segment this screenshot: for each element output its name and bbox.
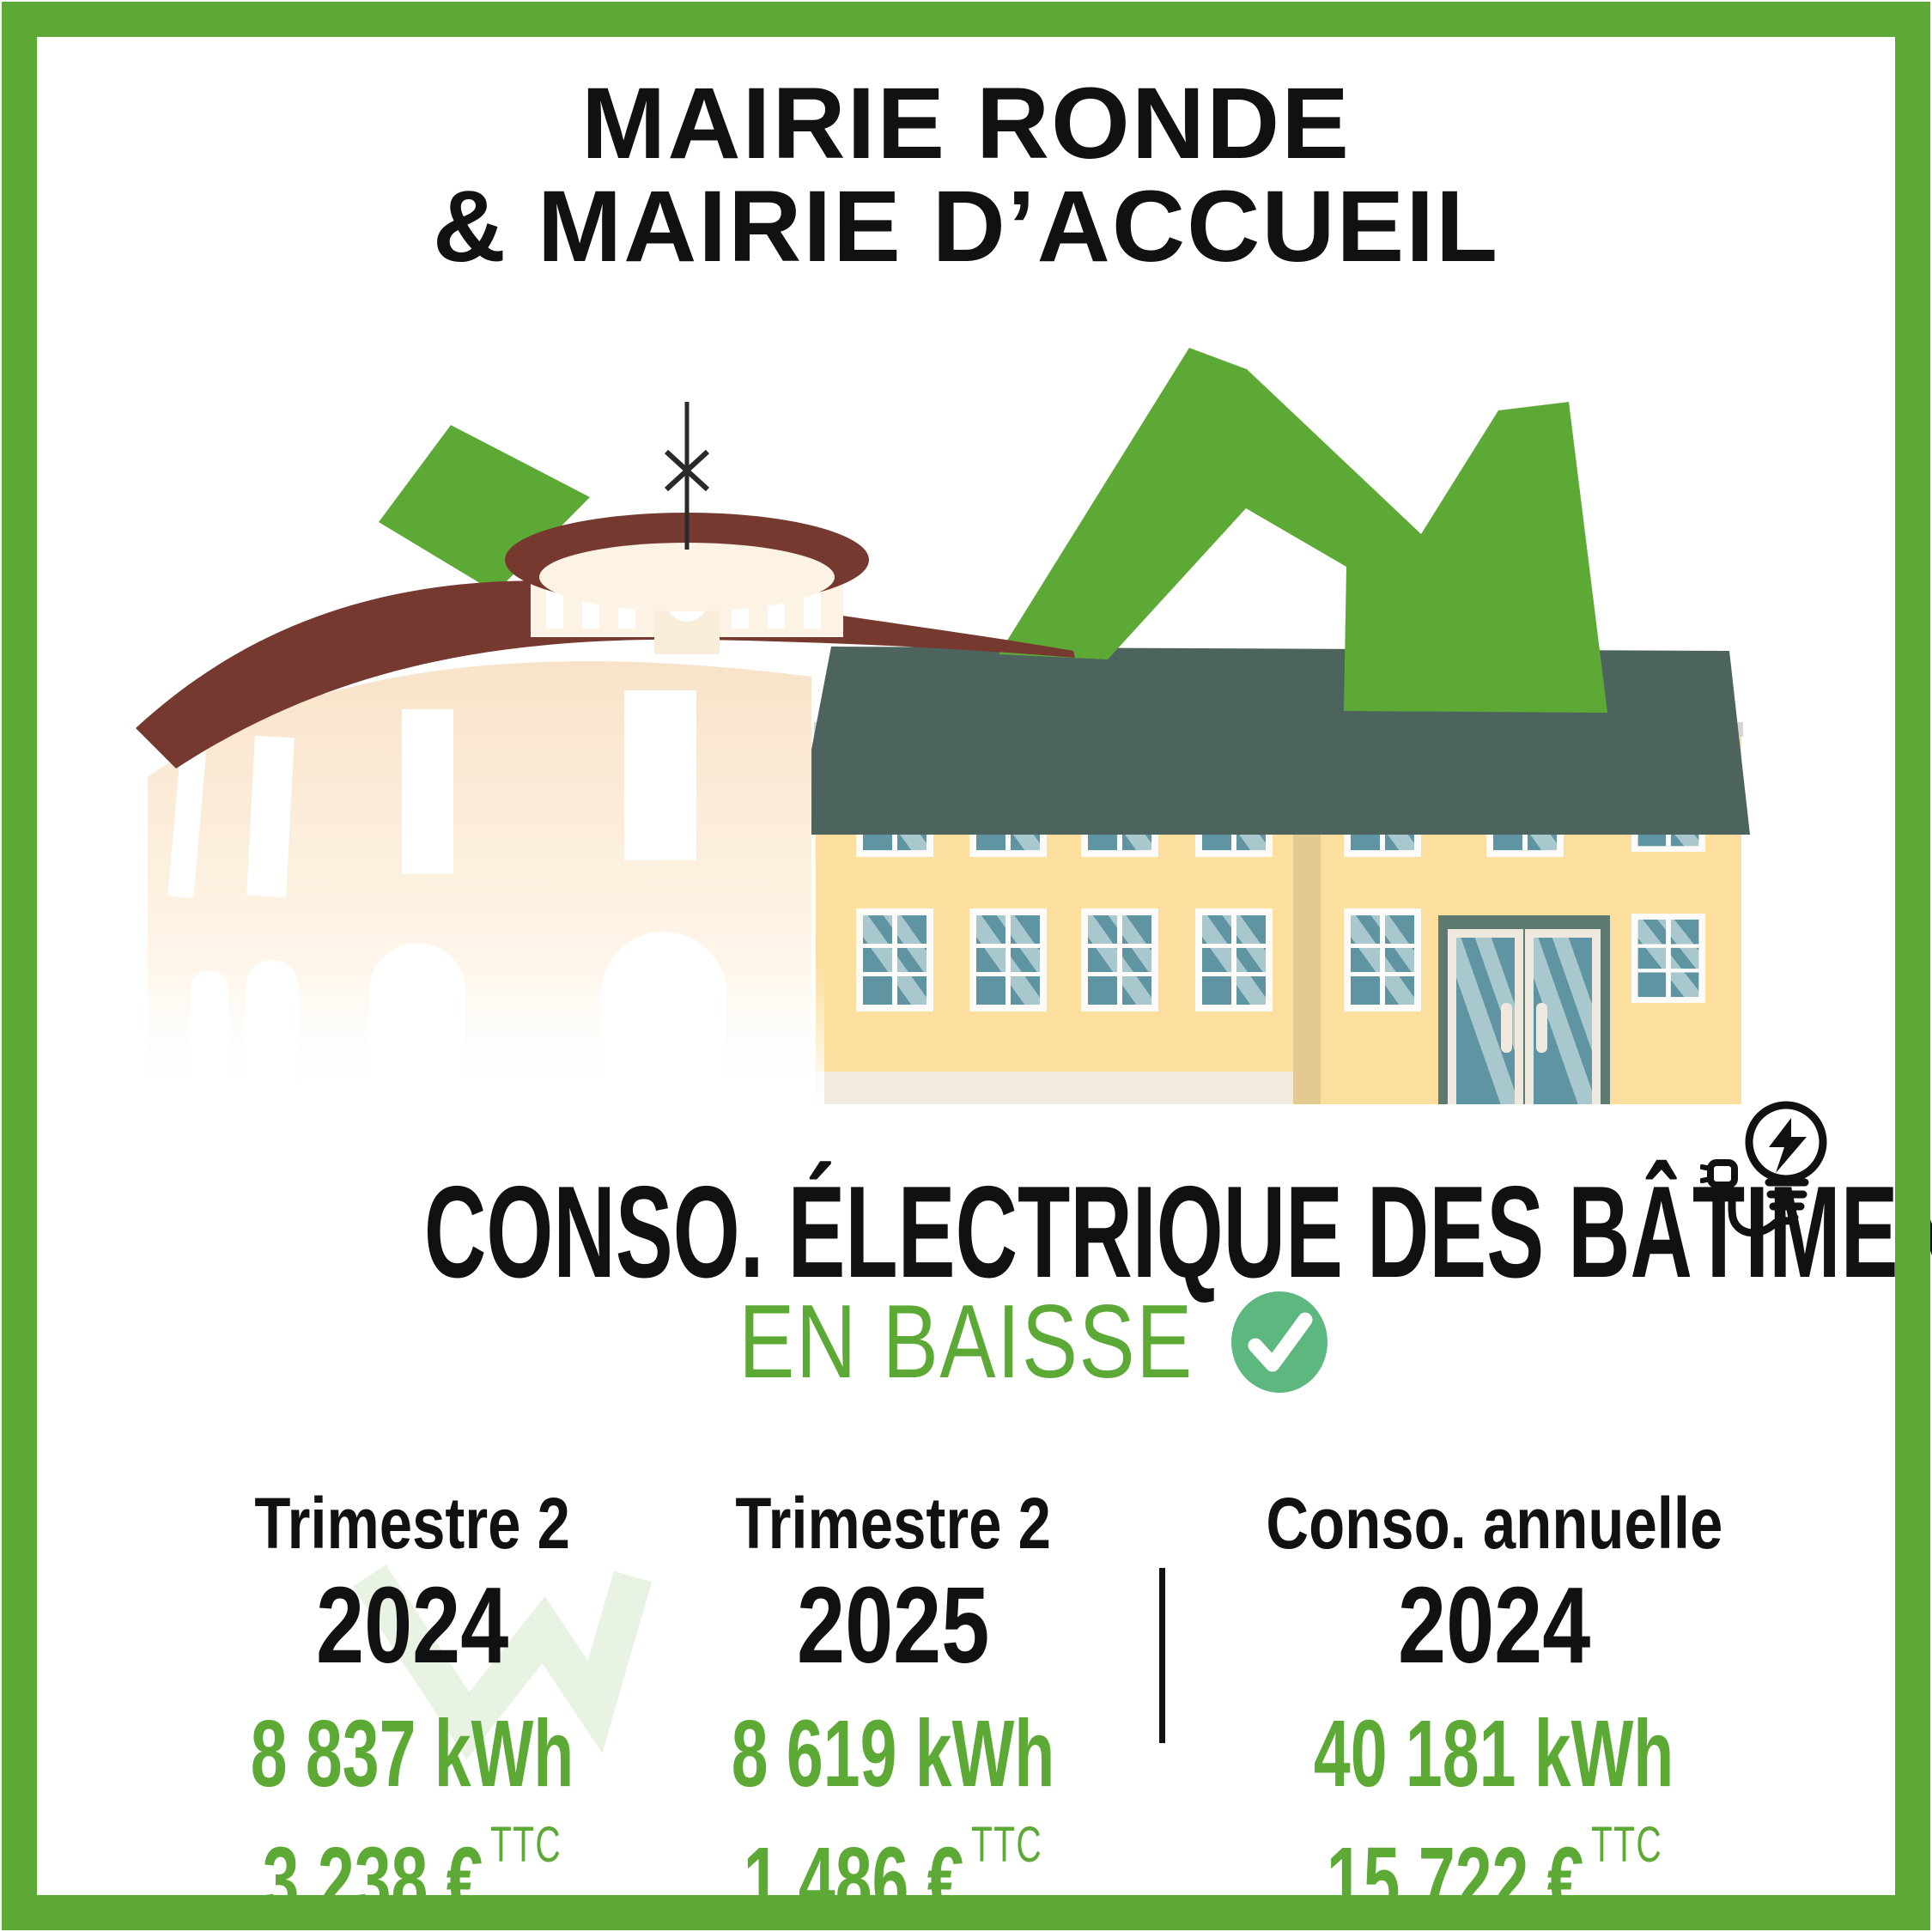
column-period: Trimestre 2 [254, 1483, 570, 1564]
window [856, 908, 933, 1012]
stat-column-t2-2024: Trimestre 2 2024 8 837 kWh 3 238 € TTC [155, 1487, 670, 1929]
column-period: Conso. annuelle [1266, 1483, 1722, 1564]
window [969, 908, 1047, 1012]
downward-trend-arrow [999, 348, 1607, 713]
column-period: Trimestre 2 [735, 1483, 1051, 1564]
ttc-suffix: TTC [1590, 1817, 1662, 1873]
column-kwh-value: 8 619 kWh [731, 1701, 1055, 1807]
round-building-windows [167, 690, 696, 898]
column-kwh-value: 8 837 kWh [250, 1701, 574, 1807]
title-line-1: MAIRIE RONDE [581, 67, 1351, 180]
lightbulb-plug-icon [1700, 1101, 1827, 1237]
window [1195, 908, 1273, 1012]
accueil-building [795, 647, 1750, 1104]
check-circle-icon [1231, 1291, 1327, 1393]
page-title: MAIRIE RONDE & MAIRIE D’ACCUEIL [0, 72, 1932, 279]
column-year: 2025 [796, 1564, 990, 1686]
ttc-suffix: TTC [490, 1817, 562, 1873]
ttc-suffix: TTC [971, 1817, 1043, 1873]
column-euro-value: 1 486 € TTC [743, 1817, 1043, 1932]
column-divider [1159, 1568, 1165, 1743]
window [1344, 908, 1421, 1012]
column-year: 2024 [1397, 1564, 1591, 1686]
weathervane [664, 402, 710, 550]
window [1631, 914, 1705, 1003]
column-kwh-value: 40 181 kWh [1314, 1701, 1674, 1807]
slate-roof [795, 647, 1750, 835]
section-heading: CONSO. ÉLECTRIQUE DES BÂTIMENTS [0, 1157, 1932, 1308]
column-euro-value: 3 238 € TTC [262, 1817, 562, 1932]
section-heading-text: CONSO. ÉLECTRIQUE DES BÂTIMENTS [423, 1159, 1932, 1305]
watermark-zigzag [352, 1564, 653, 1760]
arrow-tail-segment [379, 425, 590, 592]
cupola [505, 402, 869, 654]
entrance-door [1438, 915, 1610, 1104]
column-year: 2024 [315, 1564, 509, 1686]
title-line-2: & MAIRIE D’ACCUEIL [432, 170, 1500, 284]
stat-column-t2-2025: Trimestre 2 2025 8 619 kWh 1 486 € TTC [635, 1487, 1151, 1929]
window [1081, 908, 1158, 1012]
status-line: EN BAISSE [0, 1281, 1932, 1401]
column-euro-value: 15 722 € TTC [1326, 1817, 1662, 1932]
stat-column-annual-2024: Conso. annuelle 2024 40 181 kWh 15 722 €… [1194, 1487, 1795, 1929]
status-text: EN BAISSE [738, 1283, 1194, 1400]
